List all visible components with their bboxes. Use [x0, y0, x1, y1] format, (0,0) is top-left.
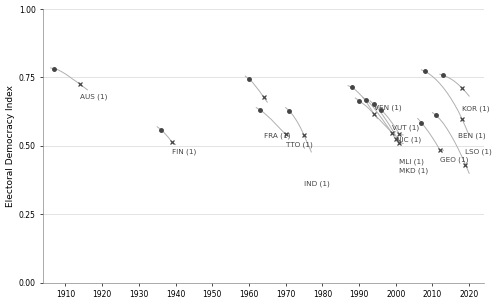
- Text: GEO (1): GEO (1): [440, 156, 468, 163]
- Text: AUS (1): AUS (1): [80, 93, 108, 100]
- Text: MLI (1): MLI (1): [400, 158, 424, 165]
- Y-axis label: Electoral Democracy Index: Electoral Democracy Index: [6, 85, 15, 207]
- Text: LSO (1): LSO (1): [466, 149, 492, 155]
- Text: VUT (1): VUT (1): [392, 124, 419, 131]
- Text: BEN (1): BEN (1): [458, 133, 486, 139]
- Text: FRA (1): FRA (1): [264, 133, 290, 139]
- Text: NIC (1): NIC (1): [396, 136, 421, 143]
- Text: KOR (1): KOR (1): [462, 106, 489, 112]
- Text: FIN (1): FIN (1): [172, 149, 196, 155]
- Text: TTO (1): TTO (1): [286, 141, 312, 148]
- Text: VEN (1): VEN (1): [374, 105, 402, 111]
- Text: IND (1): IND (1): [304, 180, 330, 187]
- Text: MKD (1): MKD (1): [400, 168, 428, 174]
